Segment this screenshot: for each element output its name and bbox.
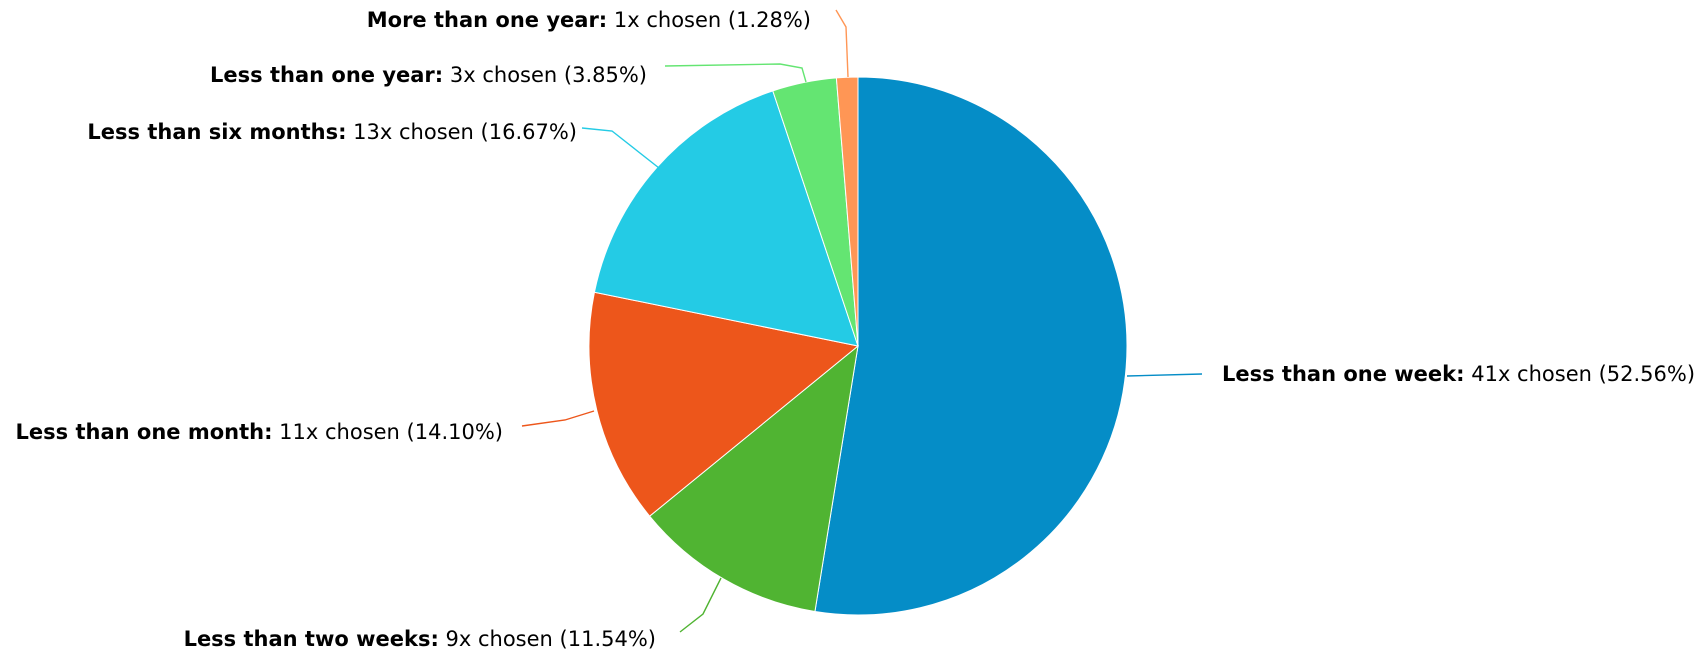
pie-slice-less-than-two-weeks[interactable] [648,344,859,613]
data-label-less-than-one-week: Less than one week: 41x chosen (52.56%) [1222,362,1695,386]
pie-slice-less-than-one-week[interactable] [814,76,1128,616]
data-label-less-than-six-months: Less than six months: 13x chosen (16.67%… [87,120,577,144]
connector-line-less-than-one-month [521,410,595,427]
pie-slice-less-than-six-months[interactable] [593,90,859,347]
data-label-less-than-two-weeks: Less than two weeks: 9x chosen (11.54%) [184,627,656,651]
data-label-value: 11x chosen (14.10%) [272,420,503,444]
data-label-category: Less than six months: [87,120,346,144]
pie-slice-more-than-one-year[interactable] [835,76,859,347]
data-label-value: 1x chosen (1.28%) [607,8,811,32]
data-label-less-than-one-year: Less than one year: 3x chosen (3.85%) [210,63,647,87]
data-label-category: Less than one year: [210,63,443,87]
data-label-value: 3x chosen (3.85%) [443,63,647,87]
data-label-value: 9x chosen (11.54%) [439,627,656,651]
data-label-category: Less than two weeks: [184,627,439,651]
labels-layer: Less than one week: 41x chosen (52.56%)L… [16,8,1695,651]
slices-layer [588,76,1128,616]
data-label-category: Less than one month: [16,420,273,444]
data-label-category: Less than one week: [1222,362,1465,386]
connector-line-less-than-one-week [1126,373,1203,377]
data-label-value: 41x chosen (52.56%) [1465,362,1695,386]
pie-slice-less-than-one-month[interactable] [588,291,860,517]
data-label-less-than-one-month: Less than one month: 11x chosen (14.10%) [16,420,503,444]
connector-line-less-than-two-weeks [679,577,722,633]
data-label-more-than-one-year: More than one year: 1x chosen (1.28%) [367,8,811,32]
connector-line-more-than-one-year [835,9,849,78]
data-label-value: 13x chosen (16.67%) [346,120,577,144]
connector-line-less-than-one-year [664,63,807,83]
connectors-layer [521,9,1203,633]
data-label-category: More than one year: [367,8,607,32]
connector-line-less-than-six-months [581,127,660,169]
